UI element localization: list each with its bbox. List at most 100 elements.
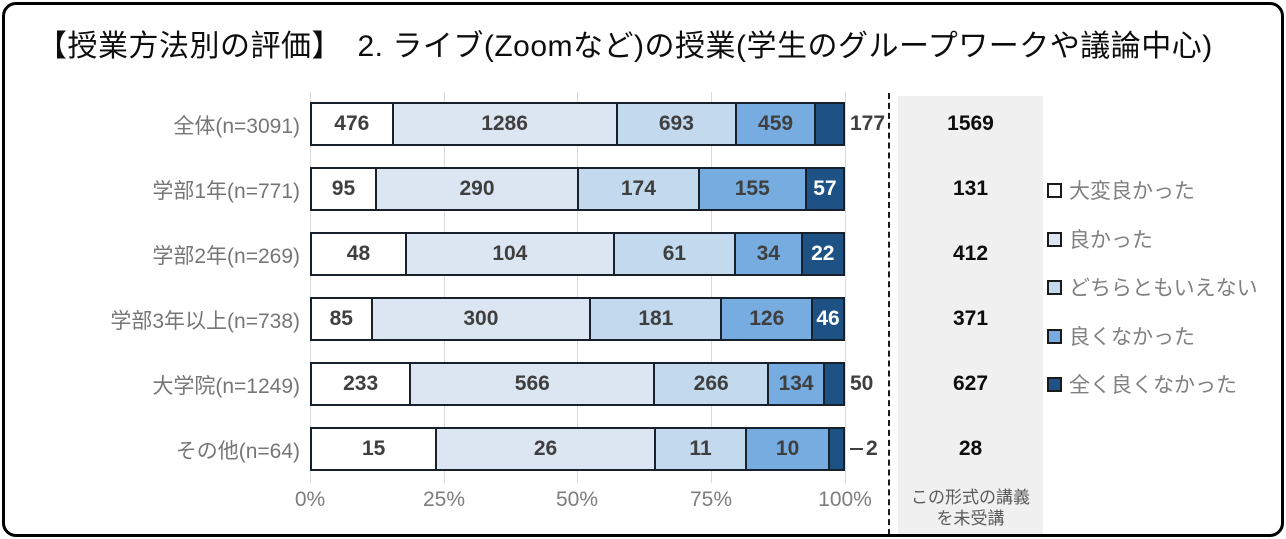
bar-segment: 26 — [435, 427, 656, 471]
legend-item-good: 良かった — [1047, 227, 1153, 252]
legend-item-very-good: 大変良かった — [1047, 178, 1195, 203]
category-label: 学部1年(n=771) — [152, 179, 300, 203]
data-label: 233 — [343, 372, 379, 395]
legend-swatch-not-good-at-all — [1047, 376, 1062, 392]
stacked-bar: 15 26 11 10 — [310, 427, 853, 471]
bar-segment: 104 — [404, 232, 615, 276]
legend-swatch-good — [1047, 231, 1062, 247]
data-label: 2 — [866, 437, 878, 460]
data-label: 459 — [758, 112, 794, 135]
data-label: 104 — [492, 242, 528, 265]
legend-swatch-neutral — [1047, 279, 1062, 295]
bar-segment: 155 — [697, 167, 807, 211]
bar-segment: 566 — [409, 362, 656, 406]
data-label-outside: 50 — [850, 362, 873, 406]
gridline-100pct — [845, 92, 846, 483]
not-attended-value: 412 — [952, 242, 989, 265]
stacked-bar: 85 300 181 126 46 — [310, 297, 853, 341]
data-label: 22 — [811, 242, 835, 265]
x-axis-tick: 75% — [689, 488, 733, 511]
bar-segment: 11 — [653, 427, 748, 471]
bar-segment: 22 — [800, 232, 845, 276]
bar-segment: 233 — [310, 362, 412, 406]
bar-segment: 34 — [733, 232, 803, 276]
bar-segment: 266 — [653, 362, 769, 406]
data-label: 11 — [689, 437, 712, 460]
data-label: 50 — [850, 372, 874, 395]
data-label-outside: 177 — [850, 102, 885, 146]
bar-segment: 10 — [745, 427, 831, 471]
bar-segment: 61 — [612, 232, 736, 276]
chart-title: 【授業方法別の評価】 2. ライブ(Zoomなど)の授業(学生のグループワークや… — [37, 30, 1213, 63]
bar-segment: 459 — [735, 102, 816, 146]
bar-segment — [823, 362, 845, 406]
bar-segment: 85 — [310, 297, 373, 341]
legend-item-neutral: どちらともいえない — [1047, 275, 1258, 300]
stacked-bar: 95 290 174 155 57 — [310, 167, 853, 211]
bar-segment: 57 — [804, 167, 845, 211]
x-axis-tick: 0% — [294, 488, 326, 511]
bar-segment: 46 — [811, 297, 845, 341]
legend-label: 大変良かった — [1069, 180, 1195, 203]
data-label: 266 — [693, 372, 729, 395]
bar-segment: 300 — [370, 297, 592, 341]
legend-item-not-good-at-all: 全く良くなかった — [1047, 372, 1237, 397]
data-label: 34 — [756, 242, 780, 265]
legend-label: 良くなかった — [1069, 326, 1195, 349]
category-label: 学部2年(n=269) — [152, 244, 300, 268]
legend-label: 良かった — [1069, 229, 1153, 252]
not-attended-value: 371 — [952, 307, 989, 330]
category-label: 大学院(n=1249) — [152, 374, 300, 398]
data-label: 15 — [361, 437, 386, 460]
legend-swatch-not-good — [1047, 328, 1062, 344]
x-axis-tick: 25% — [422, 488, 466, 511]
bar-segment: 181 — [589, 297, 723, 341]
bar-segment: 476 — [310, 102, 394, 146]
data-label: 290 — [459, 177, 495, 200]
gridline-75pct — [711, 92, 712, 483]
gridline-25pct — [444, 92, 445, 483]
data-label: 26 — [533, 437, 558, 460]
bar-segment: 126 — [720, 297, 814, 341]
category-label: 全体(n=3091) — [173, 114, 300, 138]
data-label: 155 — [734, 177, 770, 200]
data-label: 174 — [620, 177, 656, 200]
not-attended-value: 1569 — [947, 112, 994, 135]
data-label: 57 — [813, 177, 837, 200]
leader-line — [850, 448, 863, 450]
not-attended-note-line1: この形式の講義 — [911, 488, 1030, 507]
data-label: 126 — [749, 307, 785, 330]
not-attended-note-line2: を未受講 — [936, 509, 1005, 529]
data-label: 46 — [816, 307, 840, 330]
category-label: 学部3年以上(n=738) — [110, 309, 300, 333]
category-label: その他(n=64) — [175, 439, 300, 463]
not-attended-column-background — [898, 96, 1043, 534]
stacked-bar: 48 104 61 34 22 — [310, 232, 853, 276]
data-label: 134 — [778, 372, 814, 395]
data-label: 300 — [463, 307, 499, 330]
dashed-separator-line — [888, 93, 890, 534]
bar-segment: 95 — [310, 167, 377, 211]
not-attended-value: 131 — [952, 177, 989, 200]
data-label: 95 — [331, 177, 356, 200]
bar-segment: 693 — [615, 102, 738, 146]
data-label: 85 — [329, 307, 353, 330]
data-label: 181 — [638, 307, 674, 330]
bar-segment: 15 — [310, 427, 438, 471]
not-attended-value: 28 — [958, 437, 983, 460]
data-label: 566 — [514, 372, 550, 395]
bar-segment: 1286 — [391, 102, 618, 146]
data-label: 10 — [775, 437, 800, 460]
legend-label: どちらともいえない — [1069, 277, 1258, 300]
data-label: 476 — [334, 112, 370, 135]
legend-label: 全く良くなかった — [1069, 374, 1237, 397]
data-label: 177 — [850, 112, 886, 135]
x-axis-tick: 100% — [818, 488, 872, 511]
not-attended-note: この形式の講義 を未受講 — [898, 487, 1043, 530]
not-attended-value: 627 — [952, 372, 989, 395]
x-axis-tick: 50% — [555, 488, 599, 511]
legend-item-not-good: 良くなかった — [1047, 324, 1195, 349]
data-label: 48 — [346, 242, 371, 265]
data-label: 61 — [662, 242, 687, 265]
